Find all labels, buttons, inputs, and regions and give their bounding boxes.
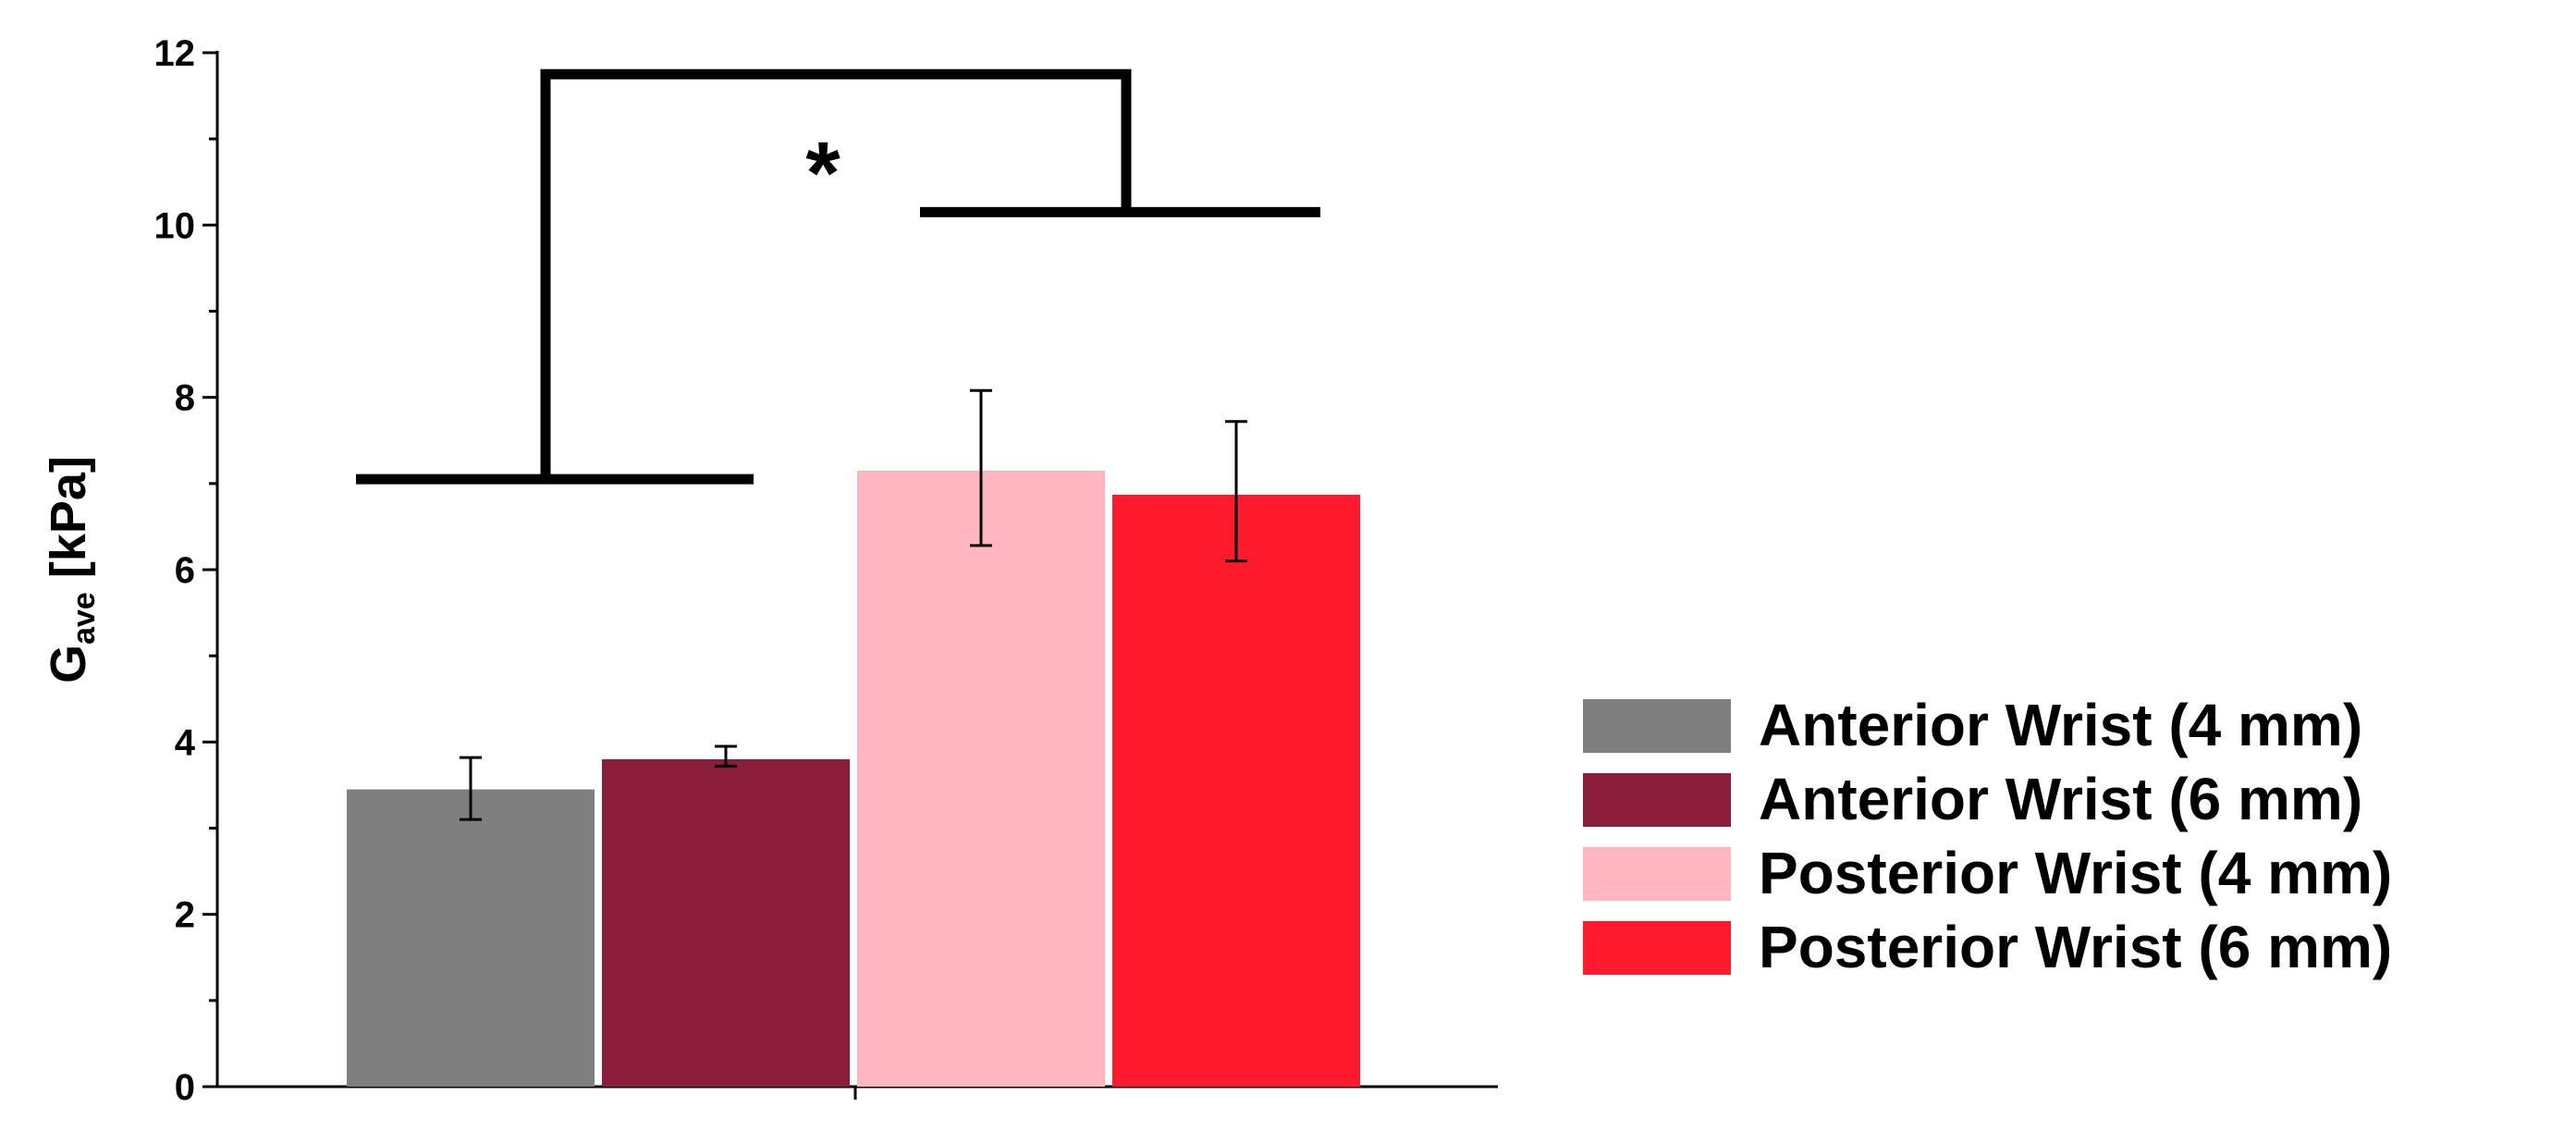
bracket-connector [540, 68, 1132, 480]
legend-swatch [1583, 699, 1731, 753]
y-axis-label-main: G [41, 645, 96, 683]
y-tick-label: 6 [175, 550, 195, 591]
legend-label: Posterior Wrist (4 mm) [1759, 840, 2392, 906]
y-axis-label-units: [kPa] [41, 456, 96, 592]
legend-label: Anterior Wrist (4 mm) [1759, 692, 2362, 758]
bar-series [347, 470, 1360, 1087]
y-axis-label-subscript: ave [67, 592, 102, 645]
y-tick-label: 4 [175, 722, 196, 763]
y-tick-label: 0 [175, 1067, 195, 1108]
y-tick-label: 10 [154, 205, 196, 246]
legend-label: Posterior Wrist (6 mm) [1759, 914, 2392, 980]
legend-swatch [1583, 773, 1731, 827]
legend-swatch [1583, 921, 1731, 975]
y-tick-label: 12 [154, 33, 196, 74]
significance-bracket [356, 68, 1320, 485]
bar [857, 470, 1105, 1087]
error-bars [460, 388, 1247, 821]
y-tick-label: 2 [175, 895, 195, 936]
legend-label: Anterior Wrist (6 mm) [1759, 766, 2362, 832]
y-tick-label: 8 [175, 378, 195, 419]
bar [602, 758, 850, 1087]
legend: Anterior Wrist (4 mm) Anterior Wrist (6 m… [1583, 692, 2392, 980]
significance-marker: * [805, 124, 840, 223]
y-axis-label: Gave [kPa] [41, 456, 102, 683]
bar [1112, 494, 1360, 1087]
bar [347, 789, 595, 1087]
legend-swatch [1583, 847, 1731, 901]
